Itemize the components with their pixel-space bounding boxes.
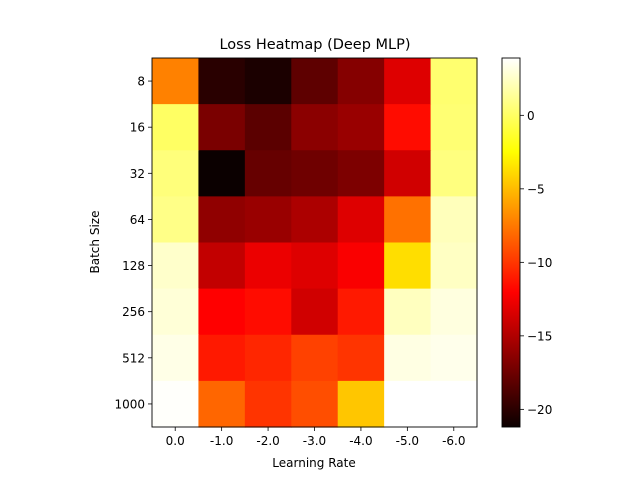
colorbar xyxy=(501,57,521,428)
heatmap-cells xyxy=(152,58,478,428)
x-tick-label: 0.0 xyxy=(166,434,185,448)
heatmap-cell xyxy=(291,104,339,151)
colorbar-tick-label: −10 xyxy=(527,256,552,270)
heatmap-cell xyxy=(291,380,339,428)
y-tick-label: 64 xyxy=(130,213,145,227)
x-tick-label: -4.0 xyxy=(349,434,372,448)
heatmap-cell xyxy=(337,288,385,336)
heatmap-cell xyxy=(152,196,200,244)
heatmap-cell xyxy=(430,334,478,382)
heatmap-cell xyxy=(291,334,339,382)
heatmap-cell xyxy=(384,242,432,290)
heatmap-cell xyxy=(291,58,339,105)
heatmap-cell xyxy=(430,150,478,197)
heatmap-cell xyxy=(244,334,292,382)
heatmap-cell xyxy=(384,380,432,428)
heatmap-cell xyxy=(291,150,339,197)
heatmap-cell xyxy=(337,334,385,382)
heatmap-cell xyxy=(337,196,385,244)
heatmap-cell xyxy=(244,150,292,197)
heatmap-cell xyxy=(430,58,478,105)
heatmap-cell xyxy=(244,288,292,336)
heatmap-cell xyxy=(337,58,385,105)
heatmap-cell xyxy=(198,58,246,105)
heatmap-cell xyxy=(152,380,200,428)
heatmap-cell xyxy=(291,288,339,336)
heatmap-cell xyxy=(152,334,200,382)
heatmap-cell xyxy=(430,196,478,244)
x-tick-label: -6.0 xyxy=(442,434,465,448)
heatmap-cell xyxy=(291,196,339,244)
y-axis-label: Batch Size xyxy=(88,211,102,274)
y-tick-label: 256 xyxy=(122,305,145,319)
heatmap-cell xyxy=(198,334,246,382)
y-tick-label: 1000 xyxy=(114,397,145,411)
heatmap-cell xyxy=(291,242,339,290)
heatmap-cell xyxy=(384,104,432,151)
colorbar-tick-label: −20 xyxy=(527,403,552,417)
heatmap-cell xyxy=(152,288,200,336)
heatmap-cell xyxy=(430,242,478,290)
heatmap-cell xyxy=(244,242,292,290)
heatmap-cell xyxy=(430,380,478,428)
colorbar-tick-label: −15 xyxy=(527,329,552,343)
heatmap-cell xyxy=(384,288,432,336)
x-axis-ticks: 0.0 -1.0 -2.0 -3.0 -4.0 -5.0 -6.0 xyxy=(166,427,465,448)
heatmap-cell xyxy=(337,150,385,197)
y-tick-label: 8 xyxy=(137,75,145,89)
colorbar-tick-label: −5 xyxy=(527,182,545,196)
heatmap-cell xyxy=(198,242,246,290)
y-tick-label: 16 xyxy=(130,121,145,135)
heatmap-cell xyxy=(337,242,385,290)
heatmap-cell xyxy=(430,288,478,336)
y-axis-ticks: 8 16 32 64 128 256 512 1000 xyxy=(114,75,152,411)
y-tick-label: 32 xyxy=(130,167,145,181)
colorbar-ticks: 0 −5 −10 −15 −20 xyxy=(520,109,552,417)
heatmap-cell xyxy=(244,104,292,151)
y-tick-label: 128 xyxy=(122,259,145,273)
heatmap-cell xyxy=(198,104,246,151)
heatmap-cell xyxy=(152,242,200,290)
heatmap-cell xyxy=(152,104,200,151)
colorbar-tick-label: 0 xyxy=(527,109,535,123)
heatmap-cell xyxy=(337,380,385,428)
x-tick-label: -3.0 xyxy=(303,434,326,448)
heatmap-cell xyxy=(244,58,292,105)
chart-title: Loss Heatmap (Deep MLP) xyxy=(219,37,410,53)
heatmap-cell xyxy=(198,288,246,336)
heatmap-cell xyxy=(152,58,200,105)
heatmap-cell xyxy=(198,150,246,197)
heatmap-cell xyxy=(430,104,478,151)
x-tick-label: -5.0 xyxy=(396,434,419,448)
x-tick-label: -2.0 xyxy=(256,434,279,448)
heatmap-cell xyxy=(198,380,246,428)
heatmap-cell xyxy=(244,196,292,244)
heatmap-cell xyxy=(384,150,432,197)
heatmap-cell xyxy=(198,196,246,244)
x-tick-label: -1.0 xyxy=(210,434,233,448)
y-tick-label: 512 xyxy=(122,351,145,365)
heatmap-cell xyxy=(384,334,432,382)
heatmap-cell xyxy=(384,58,432,105)
x-axis-label: Learning Rate xyxy=(272,456,355,470)
heatmap-cell xyxy=(384,196,432,244)
heatmap-cell xyxy=(152,150,200,197)
heatmap-cell xyxy=(337,104,385,151)
heatmap-cell xyxy=(244,380,292,428)
